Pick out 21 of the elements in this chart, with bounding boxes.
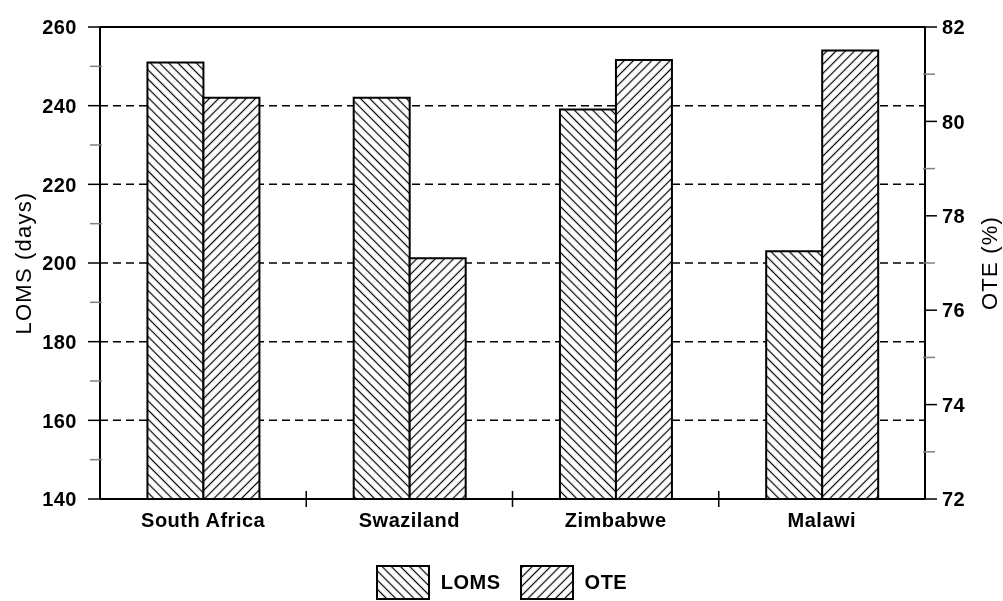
y2-tick-label: 82 <box>942 16 966 39</box>
x-tick-label: South Africa <box>141 509 266 531</box>
y2-tick-label: 72 <box>942 488 966 511</box>
legend-label: OTE <box>584 571 628 594</box>
y-tick-label: 200 <box>42 252 77 275</box>
y2-tick-label: 74 <box>942 393 966 416</box>
y-axis-title: LOMS (days) <box>10 191 36 335</box>
x-tick-label: Swaziland <box>358 509 460 531</box>
y2-tick-label: 78 <box>942 205 966 227</box>
y2-axis-title: OTE (%) <box>976 216 1002 310</box>
y2-tick-label: 80 <box>942 110 966 133</box>
y-tick-label: 240 <box>42 94 77 117</box>
x-tick-label: Malawi <box>787 509 857 531</box>
y-tick-label: 160 <box>42 409 77 432</box>
y-tick-label: 140 <box>42 488 77 511</box>
y2-tick-label: 76 <box>942 299 966 322</box>
legend-label: LOMS <box>440 571 501 594</box>
x-tick-label: Zimbabwe <box>564 509 667 531</box>
y-tick-label: 180 <box>42 330 77 353</box>
y-tick-label: 220 <box>42 173 77 196</box>
y-tick-label: 260 <box>42 16 77 39</box>
